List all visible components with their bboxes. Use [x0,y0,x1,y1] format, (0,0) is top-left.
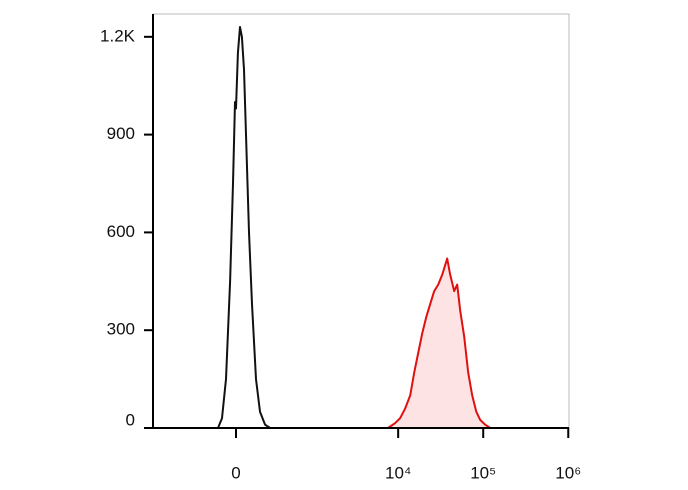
x-tick-label: 0 [231,463,240,482]
x-tick-label: 10⁵ [470,463,496,482]
histogram-curve [217,26,271,429]
y-tick-label: 900 [107,124,135,143]
y-tick-label: 1.2K [100,26,136,45]
y-tick-label: 600 [107,222,135,241]
y-tick-label: 0 [126,410,135,429]
plot-frame [152,13,570,429]
y-tick-label: 300 [107,320,135,339]
x-tick-label: 10⁶ [555,463,581,482]
x-tick-label: 10⁴ [385,463,411,482]
histogram-curve [387,257,492,429]
